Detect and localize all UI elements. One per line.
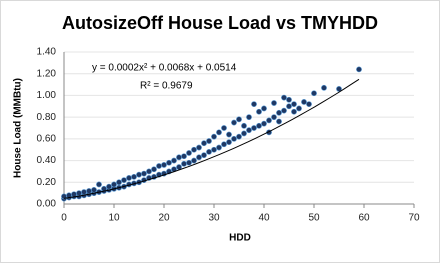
point [201,152,207,159]
point [296,105,302,112]
point [286,96,292,103]
trendline-equation: y = 0.0002x² + 0.0068x + 0.0514 [92,63,237,74]
point [241,130,247,137]
y-tick-label: 1.20 [37,68,57,79]
x-tick-label: 20 [158,213,170,224]
point [116,179,122,186]
point [191,146,197,153]
point [126,175,132,181]
point [151,166,157,173]
y-tick-label: 0.80 [37,112,57,123]
point [261,105,267,112]
x-tick-label: 0 [61,213,67,224]
point [231,119,237,126]
point [81,189,87,195]
x-tick-label: 50 [308,213,320,224]
point [221,125,227,131]
point [211,146,217,153]
point [141,170,147,177]
point [226,139,232,146]
point [206,138,212,144]
point [171,157,177,164]
point [256,108,262,115]
point [226,131,232,138]
x-tick-label: 60 [358,213,370,224]
point [251,101,257,108]
point [256,122,262,129]
point [161,162,167,168]
x-tick-label: 30 [208,213,220,224]
x-tick-label: 40 [258,213,270,224]
y-tick-label: 0.00 [37,199,57,210]
point [166,159,172,166]
point [86,188,92,194]
point [276,109,282,116]
point [301,99,307,105]
point [106,183,112,190]
x-tick-label: 70 [408,213,420,224]
point [91,186,97,193]
point [291,101,297,108]
point [76,190,82,197]
y-tick-label: 1.00 [37,90,57,101]
y-axis-title: House Load (MMBtu) [13,78,24,178]
x-tick-label: 10 [108,213,120,224]
y-tick-label: 0.40 [37,155,57,166]
point [216,129,222,136]
y-tick-label: 1.40 [37,47,57,58]
point [191,157,197,164]
point [71,191,77,198]
point [286,103,292,110]
y-tick-label: 0.20 [37,177,57,188]
point [131,173,137,180]
point [206,148,212,155]
point [271,100,277,106]
point [236,116,242,123]
point [276,118,282,125]
point [196,144,202,151]
point [96,181,102,188]
point [236,133,242,140]
point [176,154,182,161]
point [281,107,287,114]
point [251,125,257,131]
point [186,150,192,156]
chart-title: AutosizeOff House Load vs TMYHDD [62,13,378,33]
point [136,171,142,178]
point [196,154,202,161]
point [201,140,207,147]
point [111,181,117,188]
point [221,141,227,148]
x-axis-title: HDD [229,233,251,244]
point [216,144,222,151]
trendline [63,78,360,199]
point [311,90,317,97]
point [321,84,327,91]
y-tick-label: 0.60 [37,133,57,144]
point [266,117,272,124]
point [186,159,192,166]
r-squared: R² = 0.9679 [140,81,193,92]
point [146,168,152,175]
point [336,86,342,92]
point [121,177,127,184]
point [306,101,312,108]
point [181,160,187,167]
point [281,94,287,101]
point [156,163,162,169]
point [246,114,252,121]
point [246,127,252,134]
point [231,135,237,142]
point [356,66,362,73]
point [211,133,217,140]
point [241,122,247,129]
point [291,108,297,115]
point [271,114,277,121]
point [181,153,187,160]
point [261,120,267,127]
